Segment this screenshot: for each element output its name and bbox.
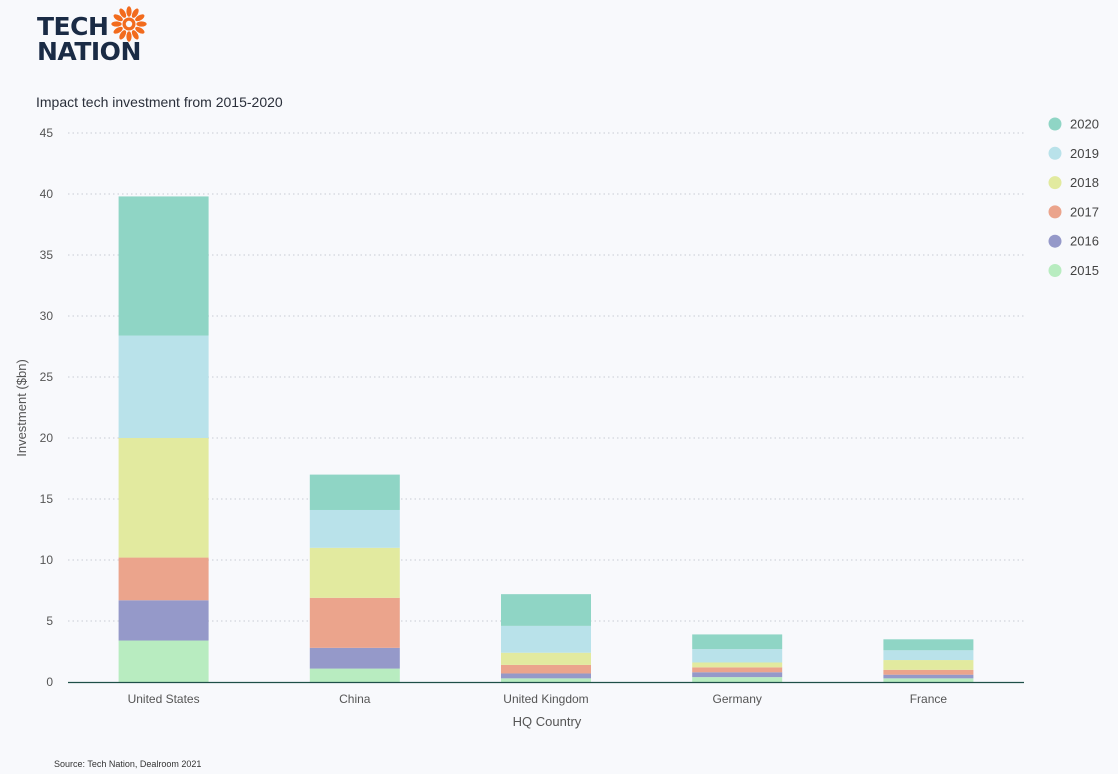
legend-item-2018[interactable]: 2018: [1048, 175, 1099, 190]
legend-swatch: [1048, 264, 1062, 277]
sun-ray: [119, 30, 127, 40]
legend-item-2015[interactable]: 2015: [1048, 263, 1099, 278]
y-tick-label: 30: [40, 309, 54, 323]
legend: 2020 2019 2018 2017 2016 2015: [1048, 117, 1099, 278]
legend-item-2020[interactable]: 2020: [1048, 117, 1099, 132]
legend-label: 2015: [1070, 263, 1099, 278]
legend-item-2017[interactable]: 2017: [1048, 204, 1099, 219]
legend-label: 2019: [1070, 146, 1099, 161]
sun-ray: [119, 8, 127, 18]
bar-segment-2020[interactable]: [883, 639, 974, 651]
y-tick-label: 20: [40, 431, 54, 445]
bar-segment-2020[interactable]: [118, 196, 209, 336]
sun-ray: [135, 26, 145, 34]
bar-segment-2019[interactable]: [883, 650, 974, 661]
x-tick-label: United States: [128, 692, 200, 706]
legend-swatch: [1048, 234, 1062, 248]
legend-swatch: [1048, 146, 1062, 160]
y-tick-label: 40: [40, 187, 54, 201]
source-note: Source: Tech Nation, Dealroom 2021: [54, 759, 202, 769]
logo-text-line2: NATION: [37, 37, 141, 66]
bar-segment-2020[interactable]: [692, 634, 783, 650]
y-axis-ticks: 0 5 10 15 20 25 30 35 40 45: [40, 126, 54, 689]
bar-segment-2018[interactable]: [118, 438, 209, 558]
bar-segment-2017[interactable]: [118, 557, 209, 601]
bar-stack: [501, 594, 591, 682]
bar-segment-2016[interactable]: [309, 647, 400, 669]
y-tick-label: 15: [40, 492, 54, 506]
bar-stack: [883, 639, 974, 682]
y-tick-label: 5: [46, 614, 53, 628]
legend-label: 2017: [1070, 204, 1099, 219]
bar-segment-2018[interactable]: [309, 547, 400, 598]
bar-segment-2016[interactable]: [501, 673, 591, 679]
legend-item-2019[interactable]: 2019: [1048, 146, 1099, 161]
bar-segment-2020[interactable]: [501, 594, 591, 626]
bar-stack: [692, 634, 783, 682]
sun-ray: [131, 30, 139, 40]
bar-segment-2019[interactable]: [501, 625, 591, 653]
sun-ray: [136, 21, 147, 27]
bar-stack: [309, 474, 400, 682]
bar-segment-2015[interactable]: [309, 668, 400, 682]
x-tick-label: Germany: [713, 692, 762, 706]
bar-segment-2020[interactable]: [309, 474, 400, 510]
legend-label: 2020: [1070, 117, 1099, 132]
sun-icon: [111, 6, 147, 42]
bar-segment-2017[interactable]: [883, 669, 974, 675]
sun-ray: [113, 14, 123, 22]
bar-segment-2015[interactable]: [118, 640, 209, 682]
gridlines: [68, 132, 1024, 622]
bar-segment-2016[interactable]: [883, 674, 974, 679]
x-axis-title: HQ Country: [513, 714, 582, 729]
bar-segment-2016[interactable]: [118, 600, 209, 641]
bar-segment-2019[interactable]: [309, 509, 400, 548]
y-tick-label: 0: [46, 675, 53, 689]
bar-segment-2015[interactable]: [692, 677, 783, 682]
legend-swatch: [1048, 176, 1062, 190]
legend-swatch: [1048, 117, 1062, 131]
tech-nation-logo: TECH NATION: [37, 6, 167, 68]
y-tick-label: 25: [40, 370, 54, 384]
bar-segment-2017[interactable]: [501, 664, 591, 674]
bar-segment-2015[interactable]: [883, 678, 974, 682]
bar-segment-2017[interactable]: [309, 597, 400, 648]
y-tick-label: 10: [40, 553, 54, 567]
x-tick-label: France: [910, 692, 948, 706]
sun-ray: [126, 6, 132, 17]
x-tick-label: United Kingdom: [503, 692, 588, 706]
logo-text-line1: TECH: [37, 12, 109, 41]
y-axis-title: Investment ($bn): [14, 359, 29, 457]
legend-swatch: [1048, 205, 1062, 219]
sun-ray: [113, 26, 123, 34]
legend-item-2016[interactable]: 2016: [1048, 234, 1099, 249]
bar-stack: [118, 196, 209, 682]
bar-segment-2016[interactable]: [692, 672, 783, 678]
x-tick-label: China: [339, 692, 371, 706]
sun-ray: [111, 21, 122, 27]
bars: [118, 196, 974, 682]
chart-title: Impact tech investment from 2015-2020: [36, 94, 283, 110]
x-axis-ticks: United States China United Kingdom Germany F…: [128, 692, 948, 706]
bar-segment-2017[interactable]: [692, 667, 783, 673]
bar-segment-2018[interactable]: [501, 652, 591, 665]
bar-segment-2018[interactable]: [883, 660, 974, 670]
y-tick-label: 45: [40, 126, 54, 140]
bar-segment-2018[interactable]: [692, 662, 783, 668]
y-tick-label: 35: [40, 248, 54, 262]
legend-label: 2016: [1070, 234, 1099, 249]
bar-segment-2019[interactable]: [692, 649, 783, 663]
sun-ray: [131, 8, 139, 18]
legend-label: 2018: [1070, 175, 1099, 190]
sun-ray: [126, 31, 132, 42]
bar-segment-2019[interactable]: [118, 335, 209, 438]
sun-ray: [135, 14, 145, 22]
bar-segment-2015[interactable]: [501, 678, 591, 682]
